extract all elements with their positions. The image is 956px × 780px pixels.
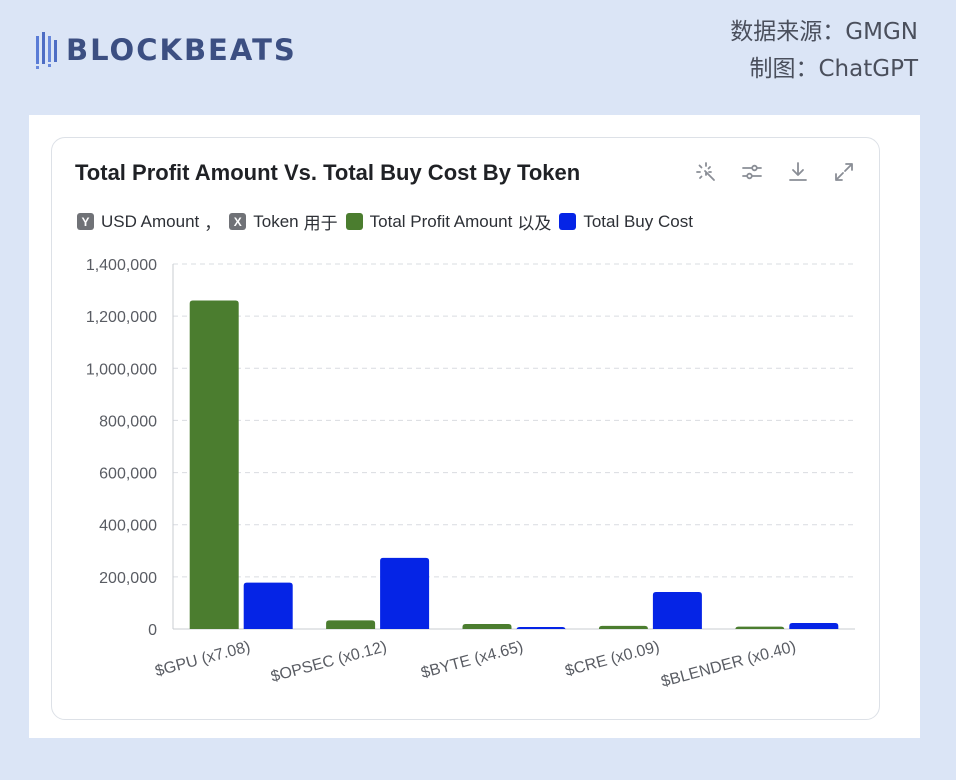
cost-legend-label: Total Buy Cost [583, 211, 693, 231]
x-tick-label: $OPSEC (x0.12) [269, 638, 388, 685]
profit-bar [462, 624, 512, 629]
chart-card [51, 137, 880, 720]
legend-separator: ， [204, 214, 222, 233]
magic-wand-icon [696, 162, 715, 181]
y-axis-legend-label: USD Amount [101, 211, 200, 231]
sliders-icon [742, 164, 762, 180]
profit-bar [189, 300, 239, 629]
cost-bar [243, 582, 293, 629]
data-source-line: 数据来源：GMGN [730, 19, 918, 45]
profit-bar [598, 625, 648, 629]
profit-legend-swatch [345, 213, 363, 230]
x-tick-label: $GPU (x7.08) [153, 638, 252, 680]
legend-and-word: 以及 [517, 214, 552, 233]
blockbeats-bars-logo-icon [36, 32, 57, 69]
legend-for-word: 用于 [303, 214, 338, 233]
y-tick-label: 800,000 [99, 413, 157, 430]
expand-button[interactable] [832, 160, 856, 184]
chart-maker-line: 制图：ChatGPT [749, 56, 919, 82]
blockbeats-logo: BLOCKBEATS [36, 30, 297, 70]
cost-bar [652, 591, 702, 629]
chart-title: Total Profit Amount Vs. Total Buy Cost B… [75, 160, 581, 185]
cost-bar [380, 557, 430, 629]
y-tick-label: 600,000 [99, 466, 157, 483]
x-tick-label: $CRE (x0.09) [563, 638, 661, 680]
y-tick-label: 1,200,000 [86, 309, 157, 326]
y-tick-label: 400,000 [99, 518, 157, 535]
source-credit: 数据来源：GMGN 制图：ChatGPT [730, 14, 918, 88]
cost-legend-swatch [559, 213, 577, 230]
profit-legend-label: Total Profit Amount [369, 211, 513, 231]
y-tick-label: 1,000,000 [86, 361, 157, 378]
download-button[interactable] [786, 160, 810, 184]
x-tick-label: $BYTE (x4.65) [419, 638, 525, 682]
x-tick-label: $BLENDER (x0.40) [659, 638, 797, 690]
y-tick-label: 0 [148, 622, 157, 639]
blockbeats-logo-text: BLOCKBEATS [66, 32, 297, 67]
x-axis-legend-label: Token [253, 211, 299, 231]
expand-icon [835, 163, 853, 181]
magic-wand-button[interactable] [694, 160, 718, 184]
chart-toolbar [694, 160, 856, 184]
download-icon [789, 162, 807, 181]
x-axis-badge: X [229, 213, 247, 230]
y-axis-badge: Y [77, 213, 94, 230]
profit-bar [735, 626, 785, 630]
sliders-button[interactable] [740, 160, 764, 184]
chart-legend: Y USD Amount ， X Token 用于 Total Profit A… [77, 209, 693, 234]
profit-bar [326, 620, 376, 629]
y-tick-label: 200,000 [99, 570, 157, 587]
y-tick-label: 1,400,000 [86, 257, 157, 274]
cost-bar [516, 627, 566, 630]
cost-bar [789, 623, 839, 629]
